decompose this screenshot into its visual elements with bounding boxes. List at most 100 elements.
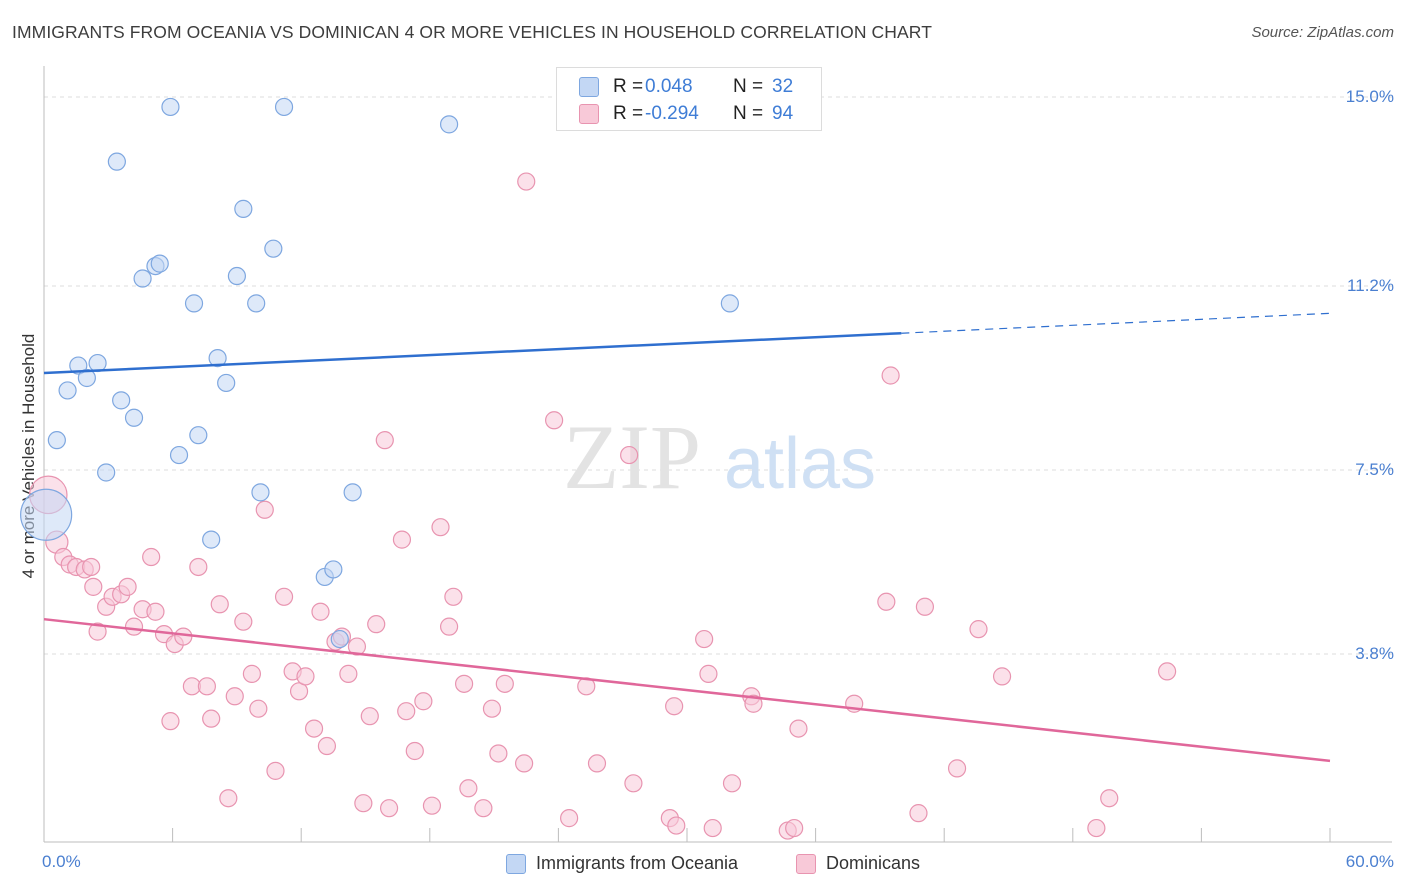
dominican-point — [347, 637, 367, 656]
dominican-point — [405, 741, 424, 761]
r-value: -0.294 — [645, 103, 699, 124]
dominican-point — [118, 577, 137, 596]
dominican-point — [444, 587, 463, 606]
dominican-point — [397, 702, 416, 721]
dominican-point — [210, 595, 229, 614]
dominican-point — [624, 774, 643, 793]
dominican-swatch — [579, 104, 599, 124]
dominican-point — [1158, 662, 1177, 681]
oceania-point — [58, 381, 77, 400]
oceania-point — [107, 152, 126, 171]
dominican-point — [489, 744, 508, 763]
dominican-point — [915, 597, 935, 616]
dominican-point — [84, 577, 103, 596]
r-label: R = — [613, 76, 644, 97]
dominican-point — [197, 677, 216, 696]
dominican-swatch — [796, 853, 816, 874]
watermark-atlas: atlas — [724, 424, 876, 504]
oceania-point — [343, 483, 362, 502]
oceania-point — [274, 97, 294, 117]
dominican-point — [881, 366, 900, 385]
dominican-point — [1087, 818, 1106, 838]
dominican-point — [202, 709, 221, 728]
dominican-point — [560, 809, 579, 828]
source-label: Source: ZipAtlas.com — [1251, 24, 1394, 41]
dominican-point — [482, 699, 502, 718]
dominican-point — [189, 557, 208, 577]
oceania-point — [77, 368, 96, 388]
dominican-point — [161, 712, 180, 731]
r-value: 0.048 — [645, 76, 693, 97]
n-value: 94 — [772, 103, 794, 124]
oceania-points — [20, 97, 739, 649]
legend-label: Immigrants from Oceania — [536, 853, 739, 873]
dominican-point — [274, 587, 294, 606]
dominican-point — [124, 617, 144, 636]
dominican-trend-line — [43, 617, 1331, 763]
dominican-point — [789, 719, 808, 738]
n-label: N = — [733, 76, 764, 97]
oceania-point — [189, 426, 208, 445]
oceania-point — [97, 463, 116, 482]
dominican-point — [474, 799, 493, 818]
dominican-point — [304, 719, 324, 738]
y-tick-label: 15.0% — [1345, 87, 1394, 106]
y-tick-label: 7.5% — [1355, 459, 1394, 479]
oceania-point — [47, 431, 66, 450]
dominican-point — [947, 759, 967, 778]
dominican-point — [439, 617, 459, 636]
x-tick-label-max: 60.0% — [1345, 852, 1394, 871]
n-value: 32 — [772, 76, 794, 97]
trend-lines — [43, 312, 1331, 763]
oceania-point — [720, 294, 739, 313]
dominican-point — [744, 694, 763, 713]
legend-item-oceania[interactable]: Immigrants from Oceania — [506, 853, 738, 874]
dominican-point — [219, 789, 238, 808]
dominican-point — [311, 602, 330, 621]
dominican-point — [431, 518, 450, 537]
dominican-point — [249, 699, 268, 718]
dominican-point — [392, 530, 412, 549]
dominican-point — [234, 612, 253, 631]
correlation-legend: R = 0.048 N = 32 R = -0.294 N = 94 — [556, 67, 822, 131]
dominican-point — [665, 697, 684, 716]
dominican-point — [459, 779, 478, 798]
oceania-point — [202, 530, 221, 549]
dominican-point — [877, 592, 896, 611]
dominican-point — [699, 664, 718, 683]
dominican-point — [379, 799, 399, 818]
dominican-point — [367, 615, 386, 634]
oceania-point — [234, 199, 253, 218]
dominican-point — [545, 411, 564, 430]
dominican-point — [587, 754, 607, 773]
chart-title: IMMIGRANTS FROM OCEANIA VS DOMINICAN 4 O… — [12, 22, 933, 42]
dominican-point — [375, 431, 394, 450]
dominican-point — [242, 664, 262, 683]
dominican-point — [360, 707, 379, 726]
grid-lines — [44, 96, 1392, 655]
dominican-point — [517, 172, 536, 191]
dominican-point — [174, 627, 193, 646]
oceania-point — [20, 488, 73, 541]
oceania-point — [247, 294, 266, 313]
dominican-point — [1100, 789, 1119, 808]
dominican-point — [495, 674, 514, 693]
dominican-point — [969, 620, 988, 639]
dominican-point — [785, 818, 804, 838]
oceania-point — [324, 560, 343, 579]
oceania-trend-extension — [901, 312, 1331, 334]
oceania-swatch — [579, 77, 599, 97]
oceania-point — [124, 408, 144, 427]
oceania-point — [439, 115, 459, 134]
dominican-point — [515, 754, 534, 773]
oceania-point — [112, 391, 131, 410]
dominican-point — [225, 687, 244, 706]
r-label: R = — [613, 103, 644, 124]
oceania-trend-line — [43, 331, 902, 375]
dominican-point — [296, 667, 315, 686]
legend-item-dominicans[interactable]: Dominicans — [796, 853, 920, 874]
oceania-point — [133, 269, 152, 288]
dominican-point — [703, 818, 722, 838]
dominican-point — [88, 622, 107, 641]
